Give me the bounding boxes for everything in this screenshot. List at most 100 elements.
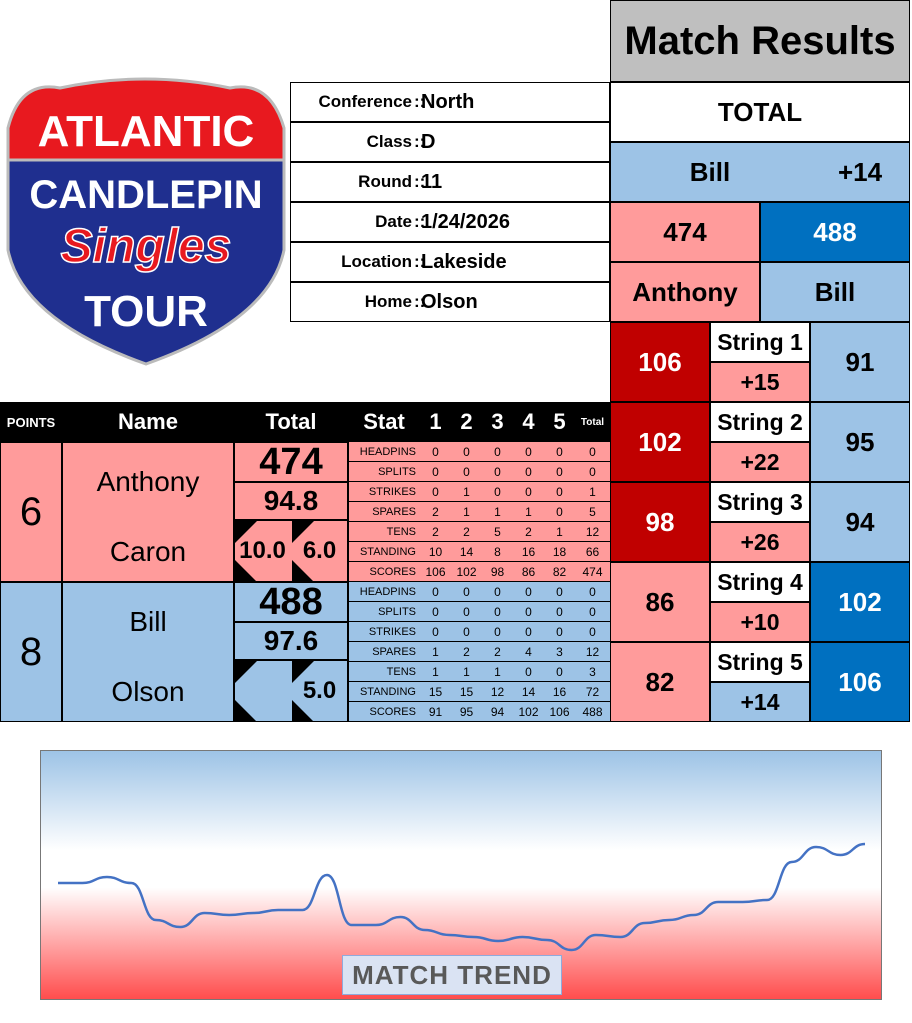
string-away: 94 bbox=[810, 482, 910, 562]
stat-value: 91 bbox=[428, 705, 443, 719]
stat-value: 1 bbox=[463, 505, 470, 519]
stat-value: 2 bbox=[432, 525, 439, 539]
stat-value: 82 bbox=[552, 565, 567, 579]
stat-name: STRIKES bbox=[368, 626, 416, 638]
stat-cell bbox=[348, 542, 610, 562]
handicap-cell bbox=[234, 660, 348, 722]
string-diff: +15 bbox=[710, 362, 810, 402]
total-label: TOTAL bbox=[610, 82, 910, 142]
total: 488 bbox=[234, 581, 348, 623]
header: Name bbox=[118, 409, 178, 434]
stat-value: 16 bbox=[521, 545, 536, 559]
stat-value: 0 bbox=[525, 585, 532, 599]
info-row bbox=[290, 162, 610, 202]
header-row bbox=[0, 402, 610, 442]
stat-cell bbox=[348, 442, 610, 462]
stat-value: 0 bbox=[432, 465, 439, 479]
info-row bbox=[290, 122, 610, 162]
stat-value: 0 bbox=[463, 625, 470, 639]
string-away: 102 bbox=[810, 562, 910, 642]
stat-value: 1 bbox=[494, 505, 501, 519]
last-name: Olson bbox=[111, 676, 185, 707]
average: 97.6 bbox=[234, 622, 348, 660]
trend-label: MATCH TREND bbox=[342, 955, 562, 995]
stat-cell bbox=[348, 562, 610, 582]
stat-cell bbox=[348, 642, 610, 662]
name-cell bbox=[62, 582, 234, 722]
stat-cell bbox=[348, 702, 610, 722]
string-diff: +14 bbox=[710, 682, 810, 722]
info-separator: :: bbox=[414, 252, 426, 271]
stat-name: SCORES bbox=[369, 706, 416, 718]
stat-value: 0 bbox=[432, 485, 439, 499]
stat-value: 1 bbox=[556, 525, 563, 539]
info-row bbox=[290, 282, 610, 322]
stat-value: 10 bbox=[428, 545, 443, 559]
stat-name: SCORES bbox=[369, 566, 416, 578]
name-cell bbox=[62, 442, 234, 582]
header: Total bbox=[580, 416, 605, 428]
stat-value: 0 bbox=[556, 625, 563, 639]
stat-value: 1 bbox=[525, 505, 532, 519]
stat-value: 12 bbox=[585, 525, 600, 539]
logo-line: TOUR bbox=[84, 287, 208, 336]
stat-cell bbox=[348, 602, 610, 622]
stat-value: 8 bbox=[494, 545, 501, 559]
stat-name: STANDING bbox=[359, 546, 416, 558]
stat-value: 102 bbox=[456, 565, 477, 579]
stat-value: 72 bbox=[585, 685, 600, 699]
stat-value: 0 bbox=[556, 465, 563, 479]
stat-value: 474 bbox=[582, 565, 603, 579]
string-diff: +10 bbox=[710, 602, 810, 642]
leader-margin: +14 bbox=[837, 156, 883, 187]
first-name: Anthony bbox=[96, 466, 200, 497]
stat-name: SPARES bbox=[372, 646, 416, 658]
string-home: 98 bbox=[610, 482, 710, 562]
trend-line bbox=[58, 842, 866, 952]
stat-name: TENS bbox=[386, 666, 416, 678]
stat-value: 16 bbox=[552, 685, 567, 699]
header: 5 bbox=[553, 409, 566, 434]
stat-value: 0 bbox=[494, 445, 501, 459]
info-label: Home bbox=[364, 292, 412, 311]
stat-value: 0 bbox=[432, 625, 439, 639]
stat-value: 0 bbox=[556, 605, 563, 619]
stat-cell bbox=[348, 482, 610, 502]
stat-value: 0 bbox=[494, 585, 501, 599]
info-separator: :: bbox=[414, 212, 426, 231]
string-home: 102 bbox=[610, 402, 710, 482]
stat-value: 0 bbox=[556, 485, 563, 499]
info-label: Round bbox=[358, 172, 412, 191]
stat-value: 0 bbox=[494, 465, 501, 479]
handicap-cell bbox=[234, 520, 348, 582]
stat-value: 2 bbox=[525, 525, 532, 539]
info-separator: :: bbox=[414, 132, 426, 151]
stat-value: 106 bbox=[549, 705, 570, 719]
stat-value: 0 bbox=[589, 585, 596, 599]
stat-value: 0 bbox=[494, 625, 501, 639]
logo-body bbox=[6, 158, 286, 366]
stat-value: 0 bbox=[525, 445, 532, 459]
info-row bbox=[290, 242, 610, 282]
stat-value: 0 bbox=[463, 445, 470, 459]
info-value: D bbox=[421, 130, 436, 153]
stat-value: 2 bbox=[463, 525, 470, 539]
info-value: Lakeside bbox=[421, 250, 507, 273]
stat-value: 3 bbox=[589, 665, 596, 679]
results-title: Match Results bbox=[610, 0, 910, 82]
stat-name: SPLITS bbox=[378, 466, 416, 478]
first-name: Bill bbox=[129, 606, 167, 637]
total-score: 488 bbox=[760, 202, 910, 262]
header: Total bbox=[265, 409, 317, 434]
stat-value: 1 bbox=[463, 665, 470, 679]
logo-top bbox=[6, 77, 286, 162]
logo: ATLANTIC CANDLEPIN Singles TOUR bbox=[6, 77, 286, 366]
info-value: North bbox=[421, 90, 475, 113]
header: Stat bbox=[363, 409, 405, 434]
stat-value: 3 bbox=[556, 645, 563, 659]
info-value: 1/24/2026 bbox=[421, 210, 510, 233]
stat-value: 102 bbox=[518, 705, 539, 719]
total-score: 474 bbox=[610, 202, 760, 262]
stat-value: 0 bbox=[589, 465, 596, 479]
stat-name: STRIKES bbox=[368, 486, 416, 498]
